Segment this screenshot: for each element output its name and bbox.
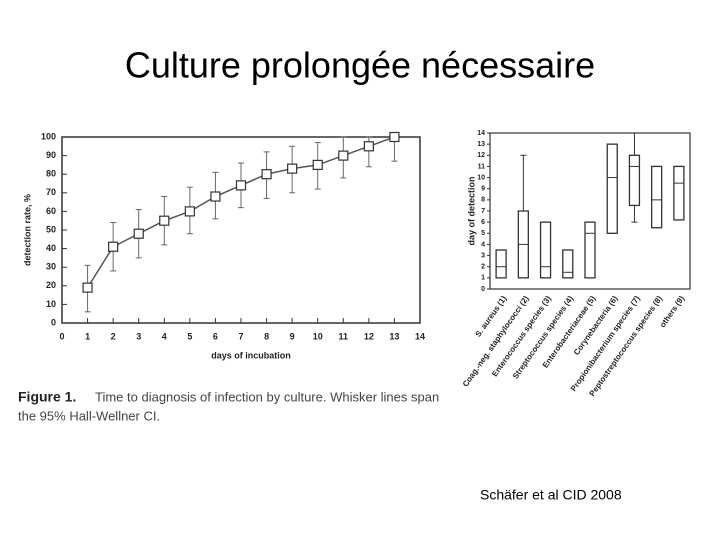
x-axis-label: days of incubation: [211, 350, 291, 360]
y-tick-label: 7: [481, 208, 485, 215]
box: [584, 221, 596, 279]
x-tick-label: 7: [238, 331, 243, 341]
box: [562, 249, 574, 279]
slide-title: Culture prolongée nécessaire: [125, 45, 595, 86]
y-tick-label: 50: [46, 224, 56, 234]
caption-line: Time to diagnosis of infection by cultur…: [95, 389, 439, 404]
point: [210, 191, 221, 202]
y-tick-label: 0: [481, 286, 485, 293]
y-tick-label: 5: [481, 230, 485, 237]
point: [82, 282, 93, 293]
y-tick-label: 10: [477, 174, 485, 181]
y-tick-label: 14: [477, 130, 485, 137]
point: [108, 241, 119, 252]
x-tick-label: 13: [389, 331, 399, 341]
y-tick-label: 20: [46, 280, 56, 290]
box: [539, 221, 552, 279]
y-axis-label: detection rate, %: [22, 194, 32, 266]
y-tick-label: 11: [478, 163, 486, 170]
y-tick-label: 9: [481, 186, 485, 193]
y-tick-label: 100: [41, 131, 56, 141]
x-tick-label: 3: [136, 331, 141, 341]
box: [495, 249, 507, 279]
box: [628, 154, 641, 207]
x-tick-label: 5: [187, 331, 192, 341]
caption-line: the 95% Hall-Wellner CI.: [18, 408, 160, 423]
x-tick-label: 12: [364, 331, 374, 341]
y-tick-label: 60: [46, 206, 56, 216]
x-tick-label: 8: [264, 331, 269, 341]
point: [184, 206, 195, 217]
box: [651, 165, 663, 229]
x-tick-label: 10: [313, 331, 323, 341]
x-tick-label: 1: [85, 331, 90, 341]
line: [86, 136, 395, 289]
point: [389, 131, 400, 143]
box: [673, 165, 685, 221]
y-tick-label: 10: [46, 299, 56, 309]
point: [261, 169, 272, 180]
x-tick-label: 0: [59, 331, 64, 341]
x-tick-label: 9: [290, 331, 295, 341]
y-tick-label: 3: [481, 252, 485, 259]
y-tick-label: 6: [481, 219, 485, 226]
y-tick-label: 8: [481, 197, 485, 204]
caption-label: Figure 1.: [18, 389, 76, 405]
y-tick-label: 0: [51, 317, 56, 327]
y-tick-label: 40: [46, 243, 56, 253]
citation: Schäfer et al CID 2008: [480, 487, 622, 503]
x-tick-label: 2: [111, 331, 116, 341]
x-tick-label: 4: [162, 331, 167, 341]
point: [159, 215, 170, 226]
x-tick-label: 11: [339, 331, 349, 341]
point: [133, 228, 144, 239]
y-tick-label: 4: [481, 241, 485, 248]
y-tick-label: 2: [481, 264, 485, 271]
y-tick-label: 1: [481, 275, 485, 282]
x-tick-label: 14: [415, 331, 425, 341]
point: [312, 159, 323, 170]
y-tick-label: 12: [477, 152, 485, 159]
point: [363, 141, 374, 152]
y-tick-label: 80: [46, 169, 56, 179]
x-tick-label: 6: [213, 331, 218, 341]
box: [606, 143, 618, 234]
y-tick-label: 30: [46, 262, 56, 272]
y-tick-label: 90: [46, 150, 56, 160]
point: [287, 163, 298, 174]
point: [338, 150, 349, 161]
y-tick-label: 70: [46, 187, 56, 197]
y-axis-label: day of detection: [466, 176, 476, 245]
y-tick-label: 13: [477, 141, 485, 148]
point: [235, 180, 247, 191]
